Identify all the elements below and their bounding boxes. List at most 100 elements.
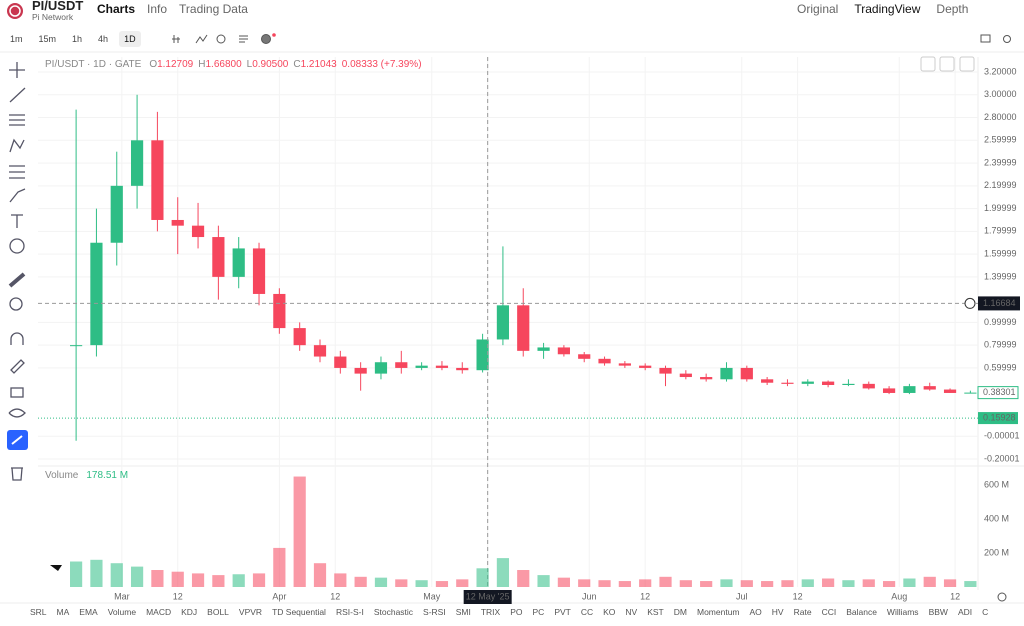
x-tick-label: Mar: [114, 591, 130, 601]
crosshair-tool[interactable]: [9, 62, 25, 78]
indicator[interactable]: Balance: [846, 607, 877, 617]
indicator[interactable]: BBW: [928, 607, 948, 617]
indicator[interactable]: AO: [749, 607, 762, 617]
indicator[interactable]: SRL: [30, 607, 47, 617]
indicator[interactable]: TD Sequential: [272, 607, 326, 617]
y-tick-label: 3.20000: [984, 66, 1017, 76]
candle-body: [923, 386, 936, 390]
interval[interactable]: 4h: [98, 34, 109, 44]
tab[interactable]: Trading Data: [179, 2, 248, 16]
indicator[interactable]: S-RSI: [423, 607, 446, 617]
maximize[interactable]: [959, 56, 975, 72]
volume-bar: [842, 580, 855, 587]
indicator[interactable]: DM: [673, 607, 687, 617]
screenshot[interactable]: [980, 34, 991, 43]
indicator[interactable]: CCI: [821, 607, 837, 617]
indicator[interactable]: RSI-S-I: [335, 607, 364, 617]
indicator[interactable]: PO: [510, 607, 523, 617]
indicator[interactable]: ADI: [957, 607, 973, 617]
pattern-tool[interactable]: [9, 138, 25, 153]
lock-draw-tool[interactable]: [10, 359, 25, 374]
indicator[interactable]: VPVR: [238, 607, 263, 617]
chart-settings[interactable]: [1003, 35, 1011, 43]
volume-bar: [130, 566, 144, 587]
indicator[interactable]: TRIX: [480, 607, 501, 617]
interval[interactable]: 1h: [72, 34, 83, 44]
indicator[interactable]: CC: [580, 607, 594, 617]
tab[interactable]: Charts: [97, 2, 136, 16]
text-tool[interactable]: [11, 214, 23, 228]
settings-list[interactable]: [239, 35, 248, 43]
indicator-tool[interactable]: [195, 34, 208, 44]
volume-tick-label: 200 M: [984, 547, 1009, 557]
add-indicator[interactable]: [261, 34, 271, 44]
candle-body: [639, 365, 652, 368]
indicator[interactable]: NV: [625, 607, 638, 617]
volume-value: 178.51 M: [86, 470, 129, 481]
indicator[interactable]: Stochastic: [373, 607, 414, 617]
bottom-settings[interactable]: [997, 592, 1007, 602]
indicator[interactable]: PVT: [554, 607, 571, 617]
brush-tool[interactable]: [9, 188, 26, 203]
channel-tool[interactable]: [9, 114, 25, 126]
line-tool[interactable]: [9, 87, 26, 103]
view-tab[interactable]: Original: [797, 2, 839, 16]
indicator[interactable]: Williams: [886, 607, 919, 617]
indicator[interactable]: MA: [56, 607, 70, 617]
volume-bar: [740, 580, 753, 587]
tab[interactable]: Info: [147, 2, 168, 16]
indicator[interactable]: BOLL: [207, 607, 229, 617]
lock-tool[interactable]: [10, 387, 24, 398]
indicator[interactable]: HV: [771, 607, 784, 617]
candle-body: [700, 377, 713, 380]
ruler-tool[interactable]: [8, 272, 26, 288]
candle-body: [456, 367, 469, 371]
price-tag-label: 0.15928: [983, 412, 1016, 422]
replay-tool[interactable]: [216, 34, 226, 44]
volume-bar: [781, 580, 794, 587]
volume-bar: [761, 581, 774, 587]
zoom-tool[interactable]: [9, 297, 23, 311]
collapse[interactable]: [939, 56, 955, 72]
emoji-tool[interactable]: [9, 238, 25, 254]
magnet-tool[interactable]: [10, 332, 24, 345]
volume-bar: [700, 581, 713, 587]
volume-bar: [415, 580, 428, 587]
indicator[interactable]: KO: [603, 607, 616, 617]
y-tick-label: 2.39999: [984, 157, 1017, 167]
volume-bar: [943, 579, 957, 587]
trash-tool[interactable]: [11, 467, 23, 481]
indicator[interactable]: KST: [647, 607, 664, 617]
interval[interactable]: 15m: [38, 34, 57, 44]
indicator[interactable]: Momentum: [696, 607, 740, 617]
coin-logo: [7, 3, 23, 19]
high-label: H: [198, 59, 206, 70]
interval[interactable]: 1m: [10, 34, 23, 44]
candle-body: [252, 248, 266, 294]
indicator[interactable]: EMA: [79, 607, 98, 617]
indicator[interactable]: KDJ: [181, 607, 198, 617]
visibility-tool[interactable]: [8, 408, 26, 418]
scroll-down[interactable]: [920, 56, 936, 72]
crosshair-y-tag: [978, 296, 1020, 311]
volume-legend: Volume 178.51 M: [45, 470, 128, 481]
candle-body: [70, 345, 83, 347]
indicator[interactable]: SMI: [455, 607, 471, 617]
indicator[interactable]: PC: [532, 607, 545, 617]
fib-tool[interactable]: [9, 165, 25, 179]
candle-body: [517, 305, 530, 351]
view-tab[interactable]: Depth: [936, 2, 969, 16]
symbol[interactable]: PI/USDT: [32, 0, 84, 13]
candle-body: [90, 242, 103, 346]
view-tab[interactable]: TradingView: [854, 2, 921, 16]
interval[interactable]: 1D: [119, 31, 141, 47]
candle-body: [822, 381, 835, 385]
indicator-bar: SRL MA EMA Volume MACD KDJ BOLL VPVR TD Sequenti…: [30, 607, 998, 617]
indicator[interactable]: Rate: [793, 607, 812, 617]
indicator[interactable]: Volume: [107, 607, 137, 617]
candle-type[interactable]: [172, 35, 180, 43]
indicator[interactable]: MACD: [146, 607, 172, 617]
indicator[interactable]: C: [982, 607, 989, 617]
